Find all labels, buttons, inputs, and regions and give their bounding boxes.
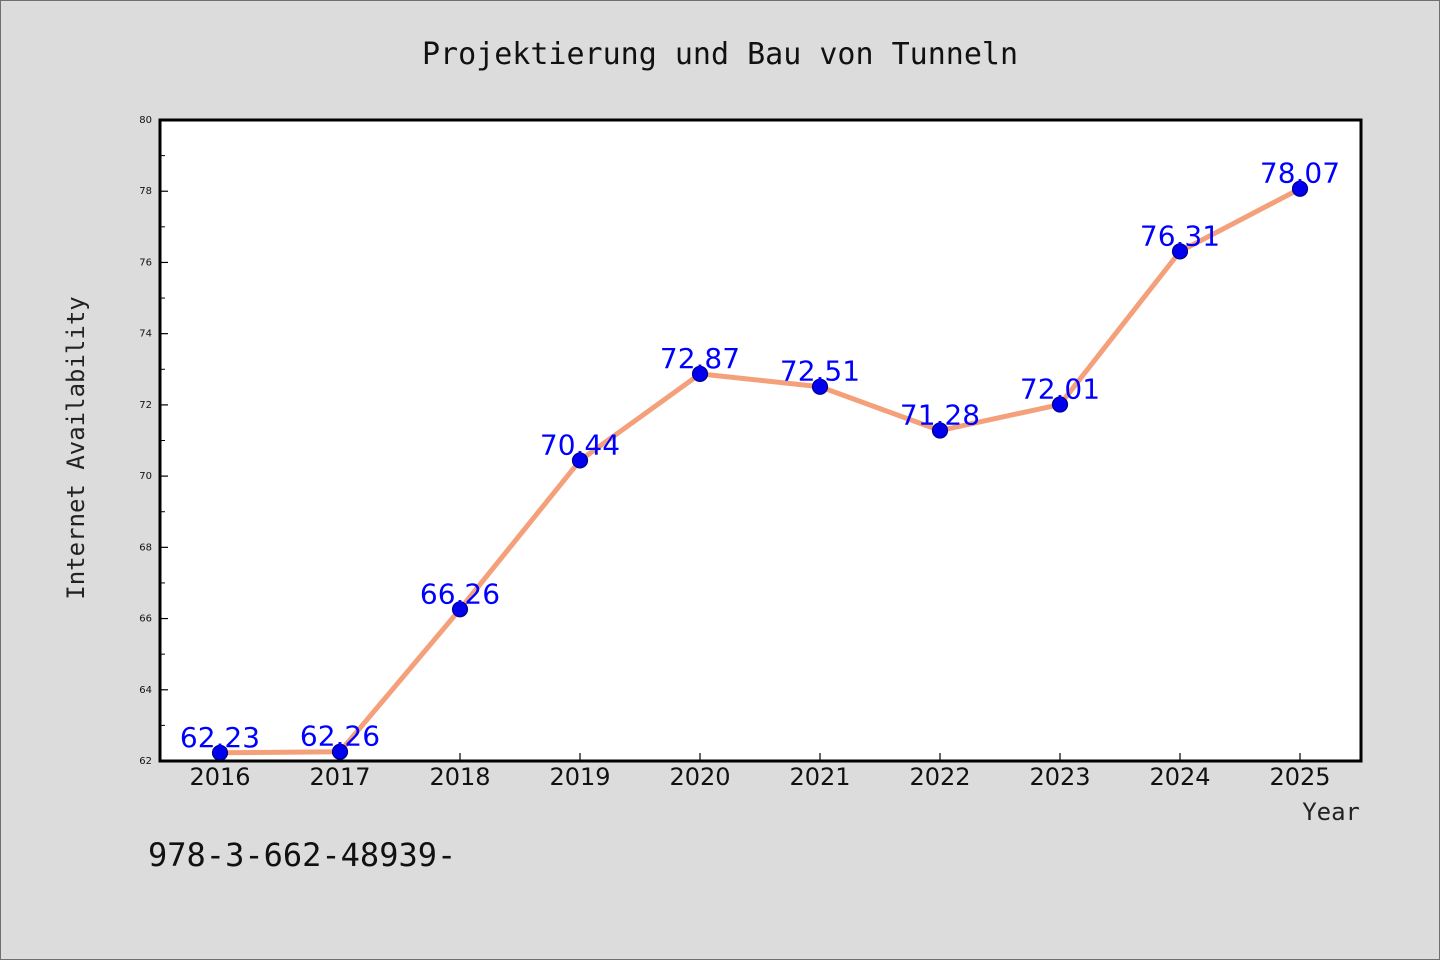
data-point [451,601,469,618]
data-point [691,365,709,383]
data-label: 62.23 [180,721,260,754]
data-label: 76.31 [1140,219,1220,252]
x-axis-label: Year [1302,798,1360,826]
x-tick-label: 2022 [909,763,970,791]
y-tick-label: 62 [139,756,152,767]
series-line [217,186,1303,756]
data-point [931,422,949,439]
y-tick-label: 64 [139,685,152,696]
data-label: 66.26 [420,577,500,610]
y-tick-label: 76 [139,257,152,268]
plot-border [158,118,1363,763]
y-tick-label: 78 [139,186,152,197]
y-axis-label: Internet Availability [62,296,90,599]
footer-text: 978-3-662-48939- [148,836,456,874]
data-label: 72.01 [1020,373,1100,406]
x-axis: 2016 2017 2018 2019 2020 2021 2022 2023 2024 2025 [189,753,1331,791]
data-label: 72.87 [660,342,740,375]
y-tick-label: 74 [139,329,152,340]
x-tick-label: 2023 [1029,763,1090,791]
y-tick-label: 70 [139,471,152,482]
x-tick-label: 2016 [189,763,250,791]
series-layer [217,186,1303,756]
chart-title: Projektierung und Bau von Tunneln [422,37,1018,72]
plot-area [160,120,1361,761]
data-label: 78.07 [1260,157,1340,190]
data-point [1291,180,1309,197]
y-tick-label: 66 [139,614,152,625]
data-point [331,743,349,760]
x-tick-label: 2019 [549,763,610,791]
y-tick-label: 68 [139,542,152,553]
data-point [571,452,589,469]
data-point [1051,396,1069,413]
y-tick-label: 72 [139,400,152,411]
y-tick-label: 80 [139,115,152,126]
data-label: 72.51 [780,355,860,388]
x-tick-label: 2020 [669,763,730,791]
data-label: 70.44 [540,428,620,461]
x-tick-label: 2025 [1269,763,1330,791]
data-point [1171,243,1189,260]
x-tick-label: 2024 [1149,763,1210,791]
data-label: 62.26 [300,720,380,753]
data-label: 71.28 [900,399,980,432]
data-point [811,378,829,395]
x-tick-label: 2017 [309,763,370,791]
data-label-layer: 62.23 62.26 66.26 70.44 72.87 72.51 71.28 72.01… [180,157,1340,754]
x-tick-label: 2018 [429,763,490,791]
marker-layer [211,180,1309,761]
x-tick-label: 2021 [789,763,850,791]
